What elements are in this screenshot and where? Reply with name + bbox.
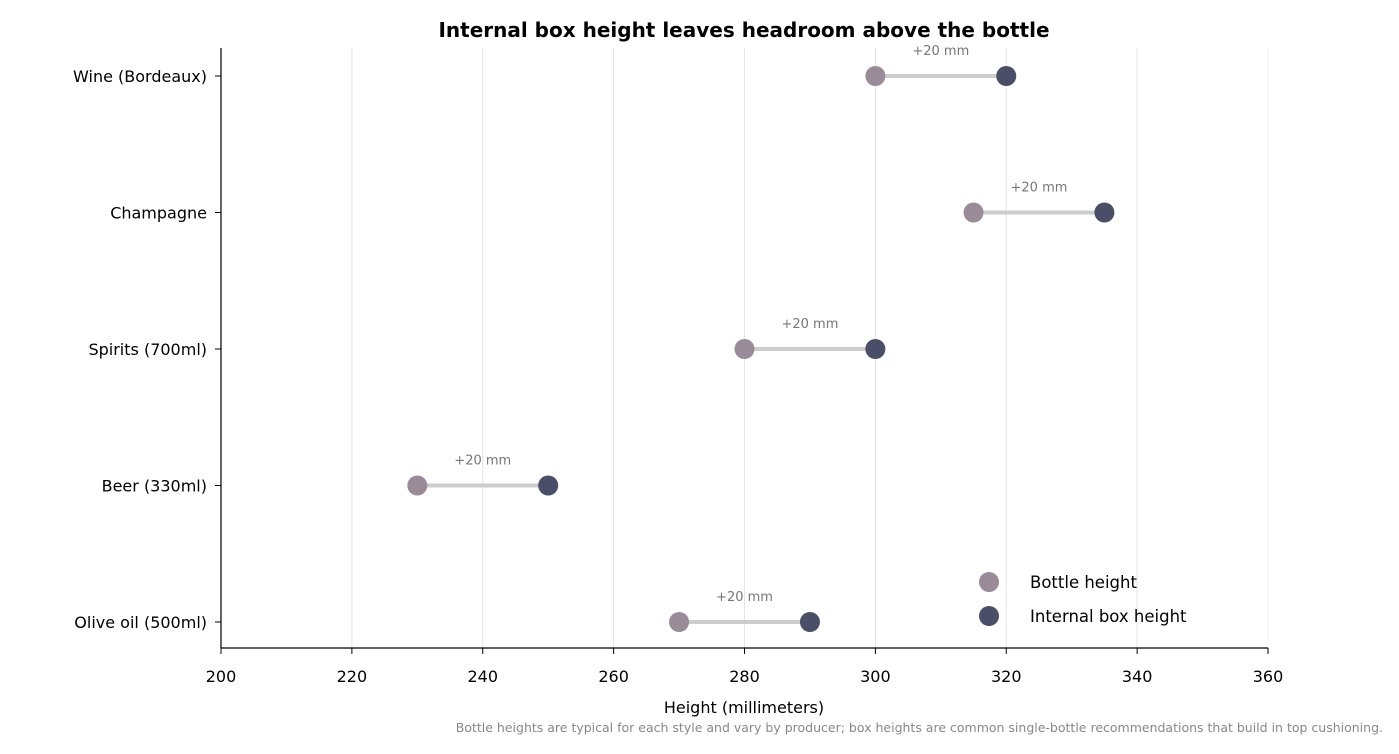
footnote: Bottle heights are typical for each styl… xyxy=(456,720,1383,735)
x-tick-label: 280 xyxy=(729,667,760,686)
x-tick-label: 320 xyxy=(991,667,1022,686)
headroom-annotation: +20 mm xyxy=(912,44,969,59)
y-category-label: Spirits (700ml) xyxy=(88,340,207,359)
box-height-point xyxy=(1094,202,1115,223)
bottle-height-point xyxy=(963,202,984,223)
y-category-label: Beer (330ml) xyxy=(102,477,207,496)
chart-title: Internal box height leaves headroom abov… xyxy=(438,18,1049,42)
bottle-height-point xyxy=(407,475,428,496)
legend-marker xyxy=(979,572,999,592)
legend-label: Internal box height xyxy=(1030,607,1187,626)
bottle-height-point xyxy=(865,66,886,86)
bottle-height-point xyxy=(734,339,755,359)
y-category-label: Olive oil (500ml) xyxy=(74,613,207,632)
box-height-point xyxy=(799,612,820,632)
y-category-label: Champagne xyxy=(110,204,207,223)
box-height-point xyxy=(865,339,886,359)
axes: 200 220 240 260 280 300 320 340 360 Wine (Bordeau… xyxy=(73,48,1283,686)
data-marks: +20 mm +20 mm +20 mm +20 mm +20 mm xyxy=(407,44,1115,632)
y-category-label: Wine (Bordeaux) xyxy=(73,67,207,86)
legend-label: Bottle height xyxy=(1030,573,1137,592)
headroom-annotation: +20 mm xyxy=(454,454,511,469)
headroom-annotation: +20 mm xyxy=(1011,181,1068,196)
x-tick-label: 340 xyxy=(1122,667,1153,686)
legend-marker xyxy=(979,606,999,626)
legend: Bottle height Internal box height xyxy=(979,572,1187,626)
headroom-annotation: +20 mm xyxy=(781,317,838,332)
headroom-annotation: +20 mm xyxy=(716,590,773,605)
x-tick-label: 240 xyxy=(467,667,498,686)
x-tick-label: 260 xyxy=(598,667,629,686)
box-height-point xyxy=(538,475,559,496)
bottle-height-point xyxy=(669,612,690,632)
x-tick-label: 360 xyxy=(1253,667,1284,686)
box-height-point xyxy=(996,66,1017,86)
x-tick-label: 200 xyxy=(206,667,237,686)
x-tick-label: 300 xyxy=(860,667,891,686)
x-tick-label: 220 xyxy=(337,667,368,686)
x-axis-label: Height (millimeters) xyxy=(664,698,824,717)
